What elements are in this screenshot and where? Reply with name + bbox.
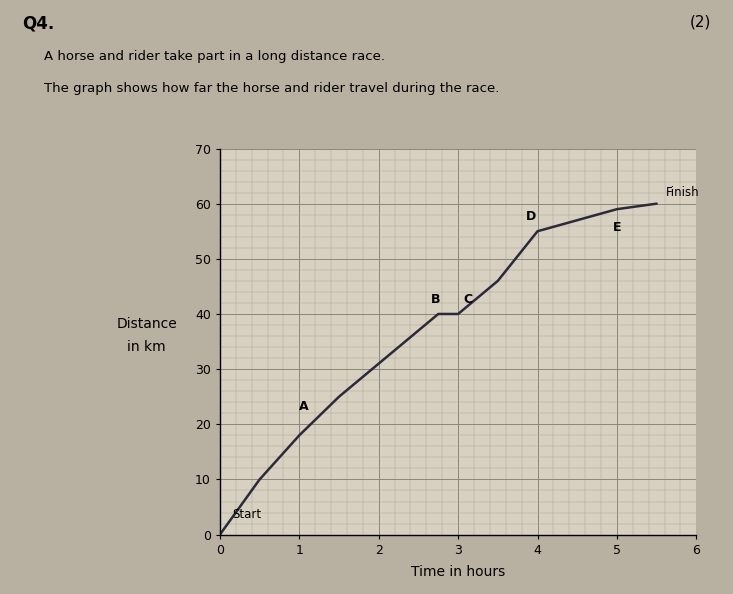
Text: Finish: Finish	[666, 186, 700, 199]
Text: D: D	[526, 210, 537, 223]
Text: Q4.: Q4.	[22, 15, 54, 33]
Text: A: A	[298, 400, 308, 413]
Text: E: E	[613, 221, 621, 234]
Text: (2): (2)	[690, 15, 711, 30]
X-axis label: Time in hours: Time in hours	[411, 565, 505, 579]
Text: B: B	[431, 293, 441, 306]
Text: in km: in km	[128, 340, 166, 355]
Text: Start: Start	[232, 508, 261, 521]
Text: C: C	[463, 293, 472, 306]
Text: The graph shows how far the horse and rider travel during the race.: The graph shows how far the horse and ri…	[44, 82, 499, 95]
Text: Distance: Distance	[117, 317, 177, 331]
Text: A horse and rider take part in a long distance race.: A horse and rider take part in a long di…	[44, 50, 385, 64]
